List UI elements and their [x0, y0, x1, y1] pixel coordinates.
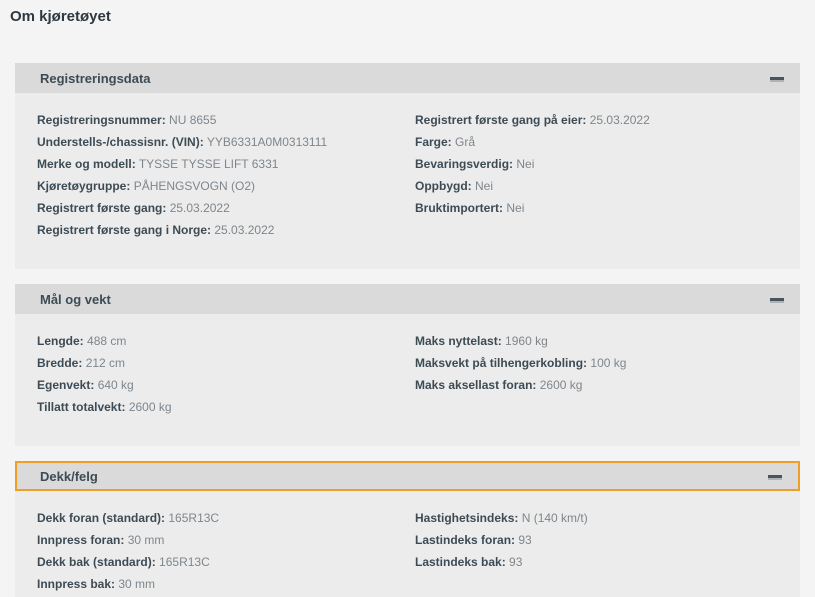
field-row: Egenvekt: 640 kg	[37, 378, 415, 392]
field-label: Lengde:	[37, 334, 84, 348]
field-value: N (140 km/t)	[521, 511, 588, 525]
field-row: Tillatt totalvekt: 2600 kg	[37, 400, 415, 414]
field-row: Maks aksellast foran: 2600 kg	[415, 378, 785, 392]
field-label: Maks aksellast foran:	[415, 378, 537, 392]
field-row: Lengde: 488 cm	[37, 334, 415, 348]
field-label: Bevaringsverdig:	[415, 157, 514, 171]
field-label: Kjøretøygruppe:	[37, 179, 131, 193]
field-label: Dekk foran (standard):	[37, 511, 166, 525]
field-value: 30 mm	[127, 533, 165, 547]
accordion-list: Registreringsdata Registreringsnummer: NU…	[15, 63, 800, 597]
accordion-section: Mål og vekt Lengde: 488 cm Bredde: 212 cm E…	[15, 284, 800, 446]
accordion-content: Dekk foran (standard): 165R13C Innpress f…	[15, 491, 800, 597]
left-column: Dekk foran (standard): 165R13C Innpress f…	[37, 511, 415, 597]
field-label: Farge:	[415, 135, 452, 149]
collapse-minus-icon[interactable]	[770, 297, 784, 301]
field-value: 25.03.2022	[169, 201, 230, 215]
field-row: Maks nyttelast: 1960 kg	[415, 334, 785, 348]
field-value: 640 kg	[97, 378, 134, 392]
field-label: Tillatt totalvekt:	[37, 400, 126, 414]
field-row: Dekk foran (standard): 165R13C	[37, 511, 415, 525]
page-title: Om kjøretøyet	[10, 8, 111, 25]
field-row: Lastindeks bak: 93	[415, 555, 785, 569]
right-column: Hastighetsindeks: N (140 km/t) Lastindeks…	[415, 511, 785, 577]
field-value: Nei	[475, 179, 494, 193]
field-value: 165R13C	[168, 511, 220, 525]
field-row: Innpress bak: 30 mm	[37, 577, 415, 591]
field-label: Lastindeks foran:	[415, 533, 516, 547]
right-column: Maks nyttelast: 1960 kg Maksvekt på tilhe…	[415, 334, 785, 400]
field-label: Understells-/chassisnr. (VIN):	[37, 135, 204, 149]
field-row: Maksvekt på tilhengerkobling: 100 kg	[415, 356, 785, 370]
field-value: 93	[509, 555, 523, 569]
field-value: 165R13C	[159, 555, 210, 569]
field-value: NU 8655	[169, 113, 217, 127]
field-label: Egenvekt:	[37, 378, 95, 392]
field-value: Nei	[516, 157, 535, 171]
field-value: 100 kg	[590, 356, 627, 370]
field-row: Merke og modell: TYSSE TYSSE LIFT 6331	[37, 157, 415, 171]
left-column: Registreringsnummer: NU 8655 Understells-…	[37, 113, 415, 245]
field-label: Lastindeks bak:	[415, 555, 506, 569]
field-value: PÅHENGSVOGN (O2)	[133, 179, 256, 193]
field-row: Lastindeks foran: 93	[415, 533, 785, 547]
field-row: Hastighetsindeks: N (140 km/t)	[415, 511, 785, 525]
field-value: 93	[518, 533, 532, 547]
field-row: Farge: Grå	[415, 135, 785, 149]
accordion-section-title: Dekk/felg	[40, 468, 98, 484]
field-label: Registreringsnummer:	[37, 113, 166, 127]
field-row: Innpress foran: 30 mm	[37, 533, 415, 547]
field-label: Bredde:	[37, 356, 83, 370]
field-row: Oppbygd: Nei	[415, 179, 785, 193]
field-value: 2600 kg	[539, 378, 583, 392]
field-value: 25.03.2022	[214, 223, 275, 237]
collapse-minus-icon[interactable]	[768, 474, 782, 478]
collapse-minus-icon[interactable]	[770, 76, 784, 80]
right-column: Registrert første gang på eier: 25.03.20…	[415, 113, 785, 223]
field-value: 30 mm	[118, 577, 156, 591]
field-value: Nei	[506, 201, 525, 215]
field-label: Merke og modell:	[37, 157, 136, 171]
accordion-content: Lengde: 488 cm Bredde: 212 cm Egenvekt: 64…	[15, 314, 800, 446]
field-value: YYB6331A0M0313111	[206, 135, 328, 149]
field-row: Bevaringsverdig: Nei	[415, 157, 785, 171]
field-label: Registrert første gang:	[37, 201, 167, 215]
accordion-section-title: Registreringsdata	[40, 70, 151, 86]
field-label: Maksvekt på tilhengerkobling:	[415, 356, 588, 370]
field-label: Oppbygd:	[415, 179, 472, 193]
accordion-header-0[interactable]: Registreringsdata	[15, 63, 800, 93]
field-value: 25.03.2022	[589, 113, 650, 127]
field-value: 488 cm	[87, 334, 127, 348]
accordion-header-2[interactable]: Dekk/felg	[15, 461, 800, 491]
field-row: Registreringsnummer: NU 8655	[37, 113, 415, 127]
field-label: Registrert første gang i Norge:	[37, 223, 212, 237]
field-row: Kjøretøygruppe: PÅHENGSVOGN (O2)	[37, 179, 415, 193]
field-row: Bredde: 212 cm	[37, 356, 415, 370]
accordion-section: Dekk/felg Dekk foran (standard): 165R13C I…	[15, 461, 800, 597]
field-row: Understells-/chassisnr. (VIN): YYB6331A0…	[37, 135, 415, 149]
field-row: Registrert første gang på eier: 25.03.20…	[415, 113, 785, 127]
field-value: 212 cm	[85, 356, 126, 370]
field-value: TYSSE TYSSE LIFT 6331	[138, 157, 279, 171]
field-label: Dekk bak (standard):	[37, 555, 156, 569]
field-label: Innpress foran:	[37, 533, 125, 547]
field-label: Innpress bak:	[37, 577, 116, 591]
field-row: Registrert første gang i Norge: 25.03.20…	[37, 223, 415, 237]
field-value: Grå	[455, 135, 476, 149]
field-label: Registrert første gang på eier:	[415, 113, 587, 127]
accordion-section-title: Mål og vekt	[40, 291, 111, 307]
accordion-section: Registreringsdata Registreringsnummer: NU…	[15, 63, 800, 269]
accordion-header-1[interactable]: Mål og vekt	[15, 284, 800, 314]
field-label: Bruktimportert:	[415, 201, 504, 215]
field-label: Maks nyttelast:	[415, 334, 502, 348]
accordion-content: Registreringsnummer: NU 8655 Understells-…	[15, 93, 800, 269]
field-row: Dekk bak (standard): 165R13C	[37, 555, 415, 569]
left-column: Lengde: 488 cm Bredde: 212 cm Egenvekt: 64…	[37, 334, 415, 422]
field-value: 1960 kg	[505, 334, 548, 348]
field-row: Bruktimportert: Nei	[415, 201, 785, 215]
field-row: Registrert første gang: 25.03.2022	[37, 201, 415, 215]
field-value: 2600 kg	[128, 400, 172, 414]
field-label: Hastighetsindeks:	[415, 511, 519, 525]
